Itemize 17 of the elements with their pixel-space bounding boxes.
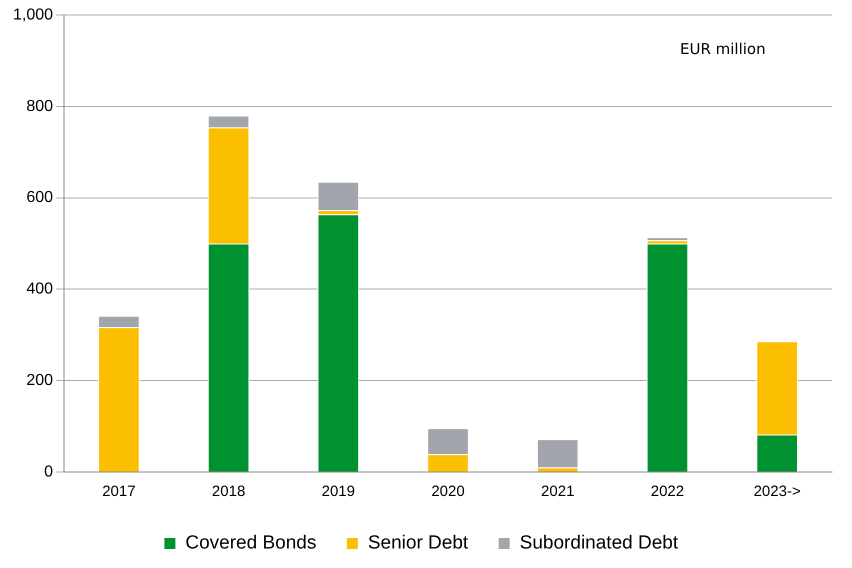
y-tick-label: 0 xyxy=(44,463,54,480)
y-tick-label: 400 xyxy=(26,280,54,298)
x-tick-label: 2020 xyxy=(431,483,465,500)
legend-label: Senior Debt xyxy=(368,532,469,554)
x-tick-label: 2017 xyxy=(102,483,136,500)
legend-label: Covered Bonds xyxy=(185,532,316,554)
x-tick-label: 2022 xyxy=(650,483,684,500)
x-tick-label: 2019 xyxy=(322,483,355,500)
y-tick-label: 1,000 xyxy=(12,6,54,24)
y-tick-label: 200 xyxy=(26,372,54,390)
legend-label: Subordinated Debt xyxy=(520,532,679,554)
x-tick-label: 2023-> xyxy=(754,483,801,500)
x-tick-label: 2018 xyxy=(212,483,246,500)
y-tick-label: 600 xyxy=(26,189,54,206)
x-tick-label: 2021 xyxy=(541,483,574,500)
annotation: EUR million xyxy=(680,40,766,58)
y-tick-label: 800 xyxy=(26,98,54,115)
